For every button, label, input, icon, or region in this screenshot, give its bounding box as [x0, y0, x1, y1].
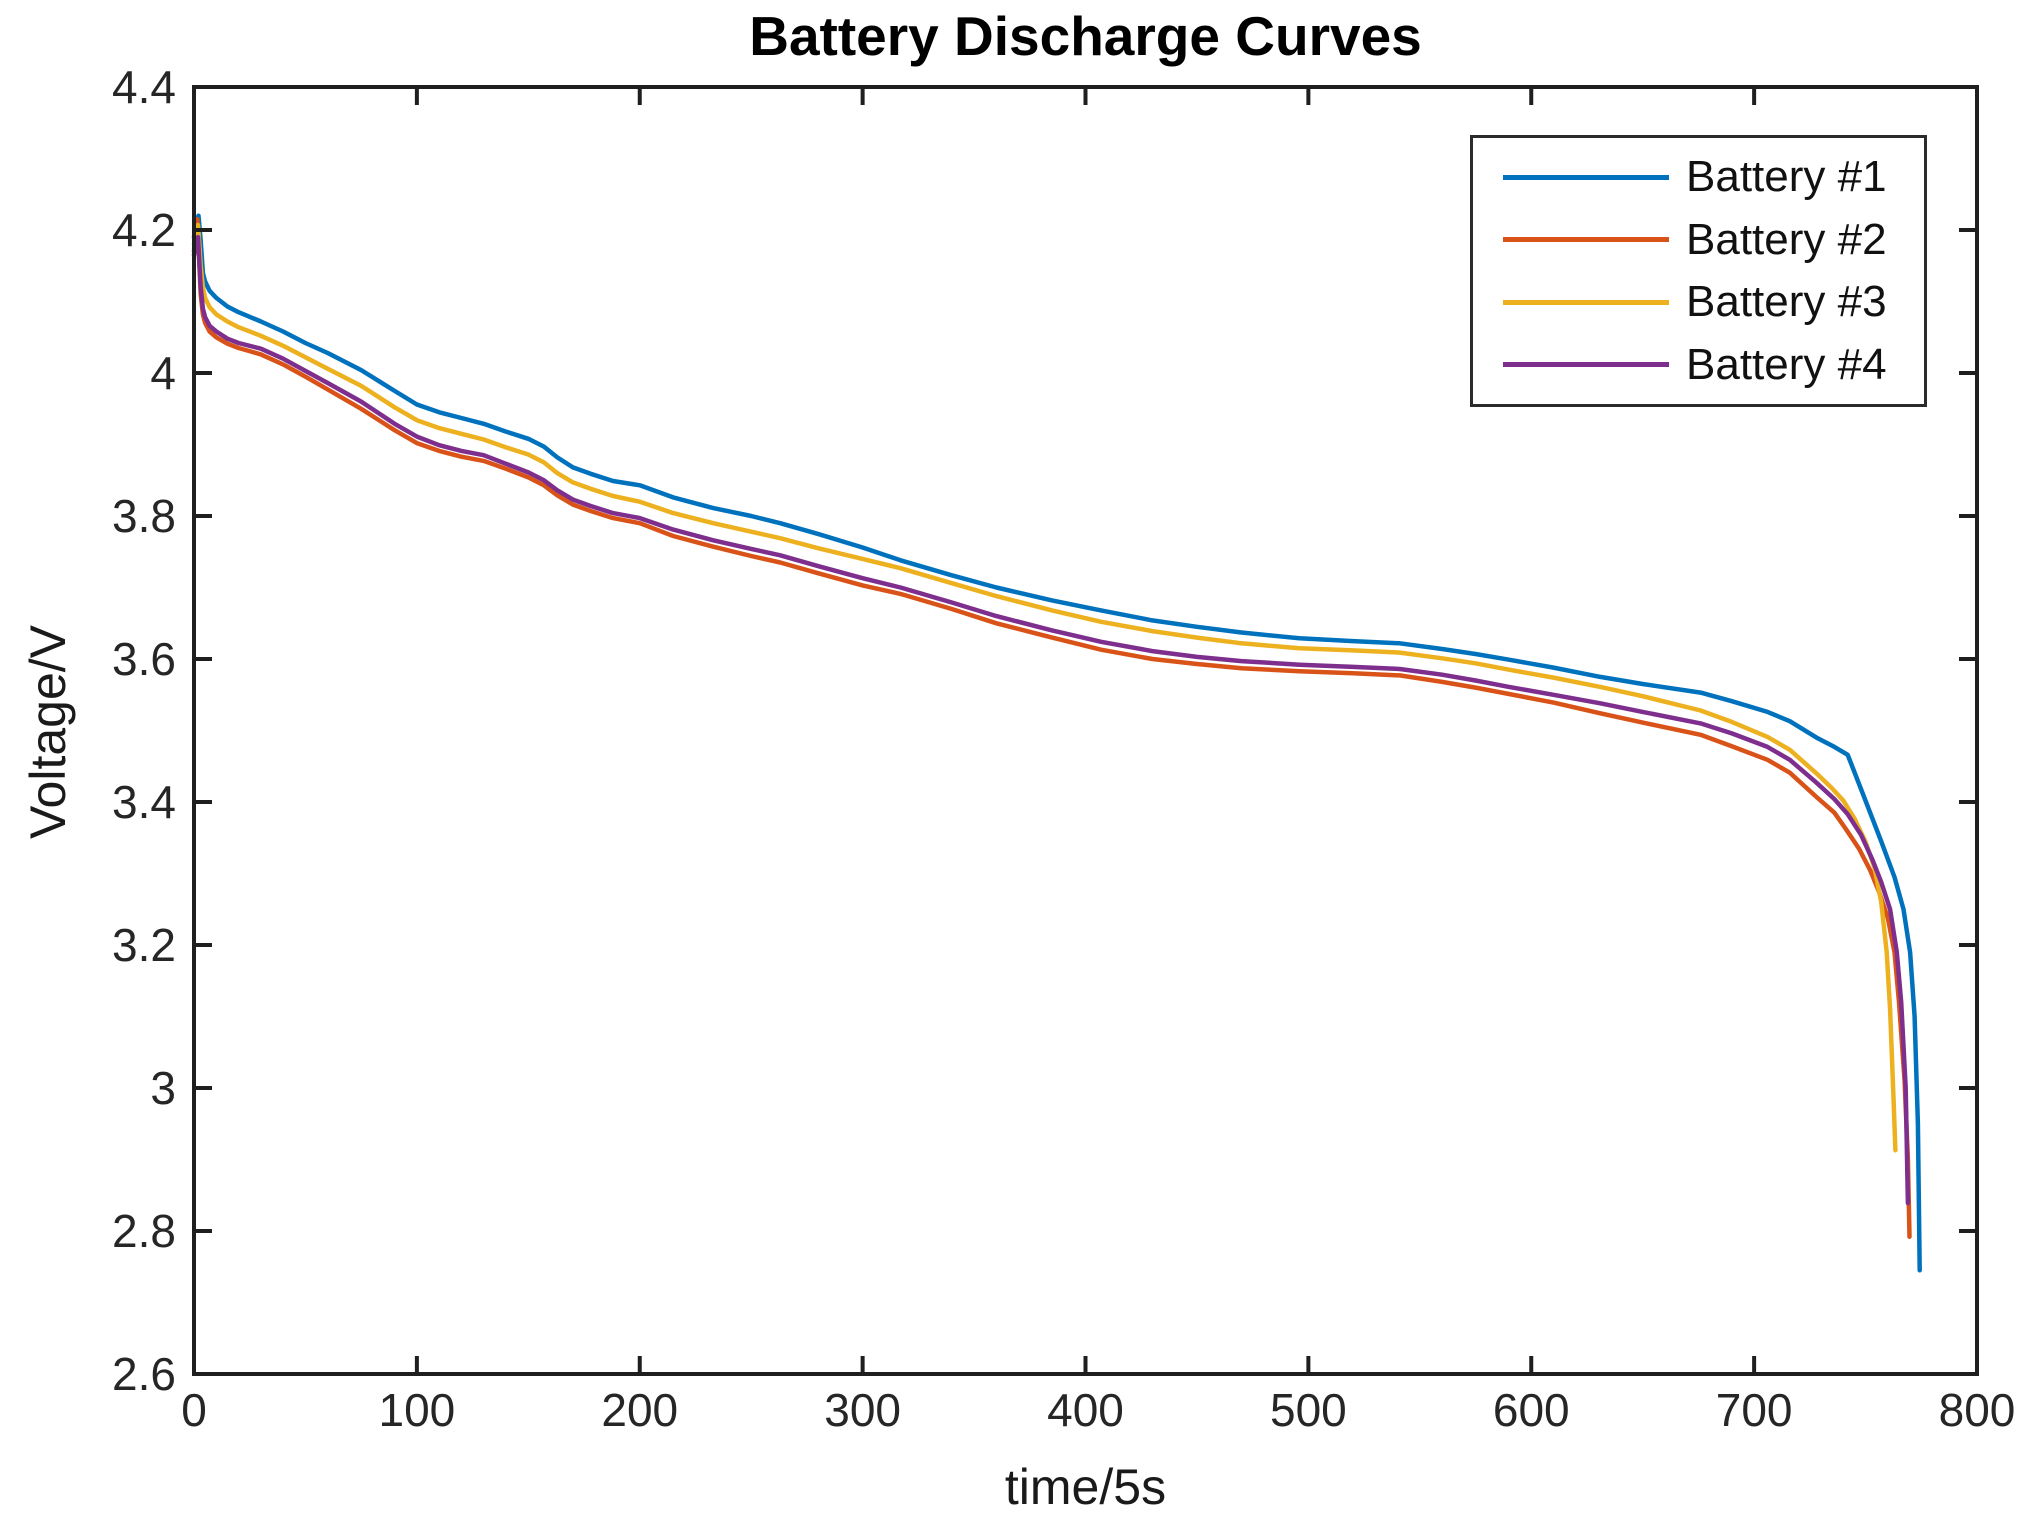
y-tick-label: 4.4	[112, 61, 176, 113]
series-line-battery-3	[191, 222, 1898, 1153]
x-tick-label: 200	[601, 1384, 678, 1436]
legend-item: Battery #2	[1503, 215, 1924, 265]
y-tick-label: 3	[150, 1062, 176, 1114]
legend-line-sample-battery-4	[1503, 362, 1669, 368]
x-tick-label: 500	[1270, 1384, 1347, 1436]
y-tick-label: 3.6	[112, 633, 176, 685]
x-tick-label: 600	[1493, 1384, 1570, 1436]
legend-line-sample-battery-3	[1503, 299, 1669, 305]
legend-label: Battery #1	[1686, 152, 1887, 202]
series-line-battery-4	[191, 234, 1911, 1206]
x-tick-label: 100	[379, 1384, 456, 1436]
x-tick-label: 700	[1716, 1384, 1793, 1436]
x-tick-label: 300	[824, 1384, 901, 1436]
legend-item: Battery #1	[1503, 152, 1924, 202]
y-tick-label: 3.8	[112, 490, 176, 542]
x-tick-label: 800	[1939, 1384, 2016, 1436]
y-tick-label: 3.4	[112, 776, 176, 828]
x-tick-label: 0	[181, 1384, 207, 1436]
legend-item: Battery #3	[1503, 277, 1924, 327]
y-axis-label: Voltage/V	[20, 624, 76, 840]
series-line-battery-1	[191, 213, 1922, 1273]
y-tick-label: 2.6	[112, 1348, 176, 1400]
legend-label: Battery #2	[1686, 214, 1887, 264]
legend: Battery #1 Battery #2 Battery #3 Battery…	[1470, 135, 1927, 407]
legend-line-sample-battery-1	[1503, 174, 1669, 180]
series-line-battery-2	[191, 217, 1912, 1239]
chart-title: Battery Discharge Curves	[749, 5, 1422, 67]
legend-label: Battery #3	[1686, 277, 1887, 327]
legend-item: Battery #4	[1503, 340, 1924, 390]
y-tick-label: 2.8	[112, 1205, 176, 1257]
x-axis-label: time/5s	[1004, 1459, 1167, 1515]
y-tick-label: 3.2	[112, 919, 176, 971]
legend-label: Battery #4	[1686, 339, 1887, 389]
y-tick-label: 4.2	[112, 204, 176, 256]
y-tick-label: 4	[150, 347, 176, 399]
legend-line-sample-battery-2	[1503, 237, 1669, 243]
x-tick-label: 400	[1047, 1384, 1124, 1436]
